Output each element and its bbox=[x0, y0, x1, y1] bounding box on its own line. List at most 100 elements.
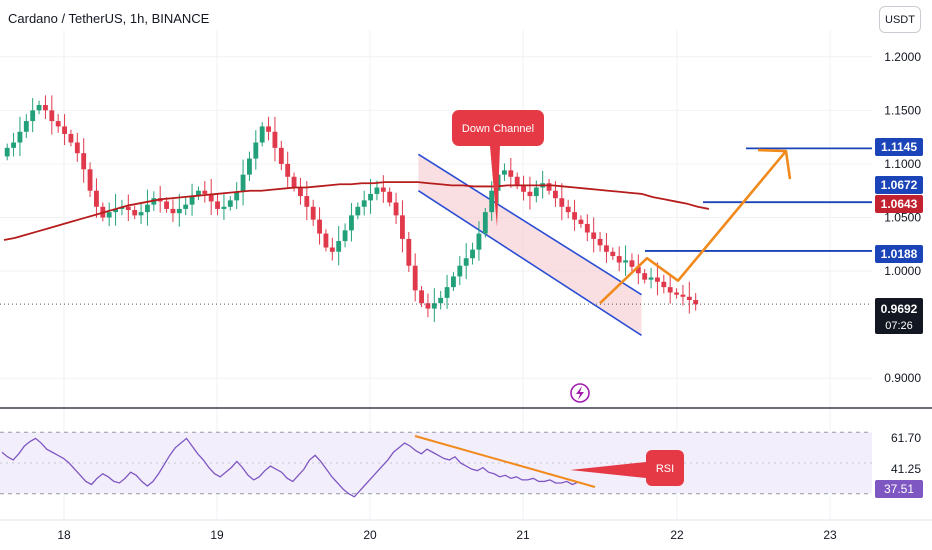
candle-body bbox=[145, 204, 150, 213]
rsi-tick-label: 41.25 bbox=[891, 462, 921, 476]
candle-body bbox=[221, 206, 227, 209]
callout-label: Down Channel bbox=[462, 123, 534, 135]
rsi-current-value: 37.51 bbox=[884, 482, 914, 496]
candle-body bbox=[514, 176, 520, 186]
candle-body bbox=[11, 142, 16, 148]
candle-body bbox=[457, 265, 463, 277]
candle-body bbox=[438, 297, 444, 304]
candle-body bbox=[310, 206, 316, 220]
candle-body bbox=[553, 190, 558, 199]
price-label-bg bbox=[875, 138, 923, 156]
x-tick-label: 18 bbox=[57, 528, 71, 542]
candle-body bbox=[55, 121, 61, 127]
candle-body bbox=[629, 260, 635, 267]
candle-body bbox=[393, 202, 399, 216]
candle-body bbox=[578, 219, 584, 224]
current-price-value: 0.9692 bbox=[881, 302, 918, 316]
y-tick-label: 1.0500 bbox=[884, 211, 921, 225]
candle-body bbox=[342, 230, 348, 242]
candle-body bbox=[521, 185, 526, 192]
current-price-countdown: 07:26 bbox=[885, 320, 913, 332]
candle-body bbox=[323, 233, 329, 248]
down-channel-callout: Down Channel bbox=[452, 110, 544, 227]
rsi-line bbox=[1, 437, 579, 498]
candle-body bbox=[253, 142, 259, 159]
candle-body bbox=[49, 110, 55, 122]
candle-body bbox=[94, 190, 99, 207]
candle-body bbox=[380, 187, 386, 192]
candle-body bbox=[444, 287, 450, 298]
rsi-callout-label: RSI bbox=[656, 463, 674, 475]
candle-body bbox=[68, 133, 74, 143]
candle-body bbox=[240, 174, 246, 192]
y-tick-label: 1.0000 bbox=[884, 264, 921, 278]
candle-body bbox=[680, 294, 686, 297]
candle-body bbox=[616, 256, 622, 263]
candle-body bbox=[400, 215, 405, 239]
candle-body bbox=[527, 191, 533, 197]
candle-body bbox=[36, 105, 42, 111]
candle-body bbox=[686, 296, 692, 300]
chart-title: Cardano / TetherUS, 1h, BINANCE bbox=[8, 11, 210, 26]
candle-body bbox=[23, 121, 29, 132]
candle-body bbox=[176, 208, 182, 214]
candle-body bbox=[183, 204, 189, 209]
candle-body bbox=[349, 215, 354, 231]
candle-body bbox=[368, 193, 373, 201]
candle-body bbox=[247, 158, 252, 175]
x-tick-label: 20 bbox=[363, 528, 377, 542]
candle-body bbox=[17, 131, 23, 143]
candle-body bbox=[227, 200, 233, 207]
candle-body bbox=[272, 131, 278, 148]
candle-body bbox=[87, 169, 93, 191]
candle-body bbox=[125, 206, 131, 210]
candle-body bbox=[138, 212, 144, 216]
candle-body bbox=[266, 126, 271, 132]
candle-body bbox=[74, 142, 80, 154]
candle-body bbox=[278, 147, 284, 164]
rsi-callout-pointer bbox=[570, 462, 646, 478]
down-channel-fill bbox=[418, 154, 642, 336]
rsi-tick-label: 61.70 bbox=[891, 431, 921, 445]
candle-body bbox=[584, 223, 590, 233]
y-tick-label: 0.9000 bbox=[884, 371, 921, 385]
down-channel-upper-line bbox=[417, 153, 642, 296]
candle-body bbox=[508, 170, 514, 177]
rsi-current-tag-bg bbox=[875, 480, 923, 498]
candle-body bbox=[533, 187, 539, 197]
price-label: 1.0188 bbox=[881, 247, 918, 261]
candle-body bbox=[546, 183, 552, 191]
candle-body bbox=[387, 191, 393, 203]
projection-path bbox=[599, 150, 787, 305]
y-tick-label: 1.1000 bbox=[884, 157, 921, 171]
candle-body bbox=[285, 163, 291, 177]
candle-body bbox=[604, 245, 609, 252]
candle-body bbox=[4, 147, 10, 157]
price-label: 1.0643 bbox=[881, 197, 918, 211]
candle-body bbox=[317, 219, 322, 234]
candle-body bbox=[412, 265, 418, 291]
x-tick-label: 21 bbox=[516, 528, 530, 542]
price-label-bg bbox=[875, 195, 923, 213]
candle-body bbox=[132, 210, 138, 216]
candle-body bbox=[215, 201, 220, 209]
candle-body bbox=[62, 126, 67, 134]
candle-body bbox=[361, 200, 367, 207]
candle-body bbox=[43, 105, 48, 111]
candle-body bbox=[355, 206, 361, 216]
candle-body bbox=[196, 190, 201, 197]
y-tick-label: 1.1500 bbox=[884, 103, 921, 117]
candle-body bbox=[559, 198, 565, 207]
projection-arrow-head bbox=[757, 148, 792, 180]
candle-body bbox=[374, 187, 380, 194]
candle-body bbox=[572, 212, 577, 220]
currency-button[interactable]: USDT bbox=[879, 6, 921, 33]
candle-body bbox=[329, 247, 335, 252]
candle-body bbox=[655, 277, 660, 282]
candle-body bbox=[298, 187, 303, 197]
rsi-callout-box bbox=[646, 450, 684, 486]
down-channel-lower-line bbox=[417, 190, 642, 337]
candle-body bbox=[259, 126, 265, 143]
candle-body bbox=[597, 238, 603, 246]
